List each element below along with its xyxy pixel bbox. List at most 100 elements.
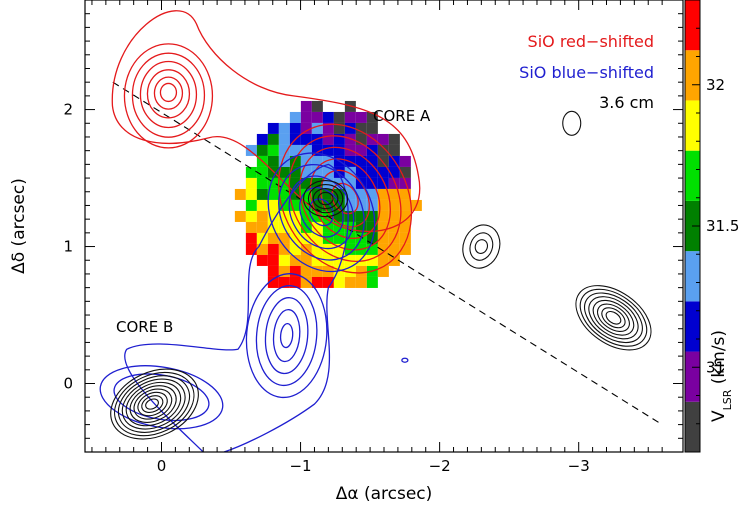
colorbar-swatch [685, 401, 700, 452]
map-pixel [267, 254, 279, 266]
cm-contour [110, 368, 199, 440]
map-pixel [300, 188, 312, 200]
map-pixel [399, 155, 411, 167]
map-pixel [267, 210, 279, 222]
map-pixel [388, 254, 400, 266]
map-pixel [289, 276, 301, 288]
map-pixel [311, 111, 323, 123]
map-pixel [333, 144, 345, 156]
map-pixel [366, 276, 378, 288]
map-pixel [278, 199, 290, 211]
sio-red-outer-contour [111, 10, 421, 233]
map-pixel [377, 232, 389, 244]
map-pixel [322, 177, 334, 189]
y-tick-label: 2 [63, 101, 73, 119]
map-pixel [311, 100, 323, 112]
map-pixel [278, 243, 290, 255]
map-pixel [289, 199, 301, 211]
map-pixel [366, 243, 378, 255]
map-pixel [355, 221, 367, 233]
sio-blue-contour [99, 365, 224, 430]
map-pixel [300, 221, 312, 233]
sio-blue-outer-contour [124, 163, 349, 452]
sio-red-contour [320, 169, 370, 228]
map-pixel [267, 243, 279, 255]
map-pixel [289, 166, 301, 178]
map-pixel [355, 155, 367, 167]
map-pixel [245, 188, 257, 200]
x-tick-label: −2 [429, 457, 451, 475]
map-pixel [300, 100, 312, 112]
map-pixel [333, 243, 345, 255]
map-pixel [278, 232, 290, 244]
map-pixel [388, 188, 400, 200]
map-pixel [278, 166, 290, 178]
sio-blue-contour [308, 198, 334, 227]
map-pixel [388, 133, 400, 145]
map-pixel [300, 177, 312, 189]
sio-red-contour [309, 158, 381, 239]
map-pixel [267, 133, 279, 145]
map-pixel [267, 155, 279, 167]
map-pixel [333, 122, 345, 134]
map-pixel [245, 144, 257, 156]
map-pixel [388, 166, 400, 178]
map-pixel [267, 199, 279, 211]
cm-contour [462, 224, 501, 269]
colorbar-swatch [685, 150, 700, 201]
colorbar-swatch [685, 351, 700, 402]
colorbar-swatch [685, 251, 700, 302]
cm-contour [114, 371, 195, 437]
map-pixel [256, 210, 268, 222]
cm-contour [605, 310, 622, 325]
map-pixel [311, 221, 323, 233]
colorbar-tick-label: 31 [706, 358, 725, 376]
map-pixel [333, 254, 345, 266]
map-pixel [322, 111, 334, 123]
map-pixel [245, 166, 257, 178]
sio-red-contour [159, 82, 178, 103]
map-pixel [377, 177, 389, 189]
x-tick-label: 0 [157, 457, 167, 475]
map-pixel [311, 254, 323, 266]
map-pixel [388, 210, 400, 222]
map-pixel [278, 276, 290, 288]
cm-contour [469, 232, 494, 261]
map-pixel [344, 210, 356, 222]
map-pixel [256, 144, 268, 156]
map-pixel [311, 177, 323, 189]
sio-blue-contour [267, 152, 376, 273]
map-pixel [289, 243, 301, 255]
map-pixel [344, 265, 356, 277]
cm-contour [575, 285, 652, 351]
map-pixel [333, 111, 345, 123]
cm-contour [601, 307, 626, 329]
map-pixel [311, 166, 323, 178]
map-pixel [256, 133, 268, 145]
map-pixel [322, 243, 334, 255]
map-pixel [377, 210, 389, 222]
map-pixel [366, 133, 378, 145]
map-pixel [300, 111, 312, 123]
cm-contour [312, 187, 339, 210]
map-pixel [300, 144, 312, 156]
sio-red-contour [139, 60, 198, 129]
map-pixel [311, 276, 323, 288]
map-pixel [388, 243, 400, 255]
map-pixel [366, 177, 378, 189]
colorbar-swatch [685, 50, 700, 101]
map-pixel [377, 166, 389, 178]
map-pixel [289, 254, 301, 266]
map-pixel [300, 276, 312, 288]
sio-red-contour [123, 43, 214, 149]
colorbar-swatch [685, 0, 700, 51]
map-pixel [300, 133, 312, 145]
map-pixel [300, 265, 312, 277]
map-pixel [344, 122, 356, 134]
sio-blue-contour [279, 322, 294, 349]
map-pixel [256, 254, 268, 266]
map-pixel [311, 122, 323, 134]
map-pixel [234, 188, 246, 200]
map-pixel [355, 144, 367, 156]
map-pixel [399, 221, 411, 233]
